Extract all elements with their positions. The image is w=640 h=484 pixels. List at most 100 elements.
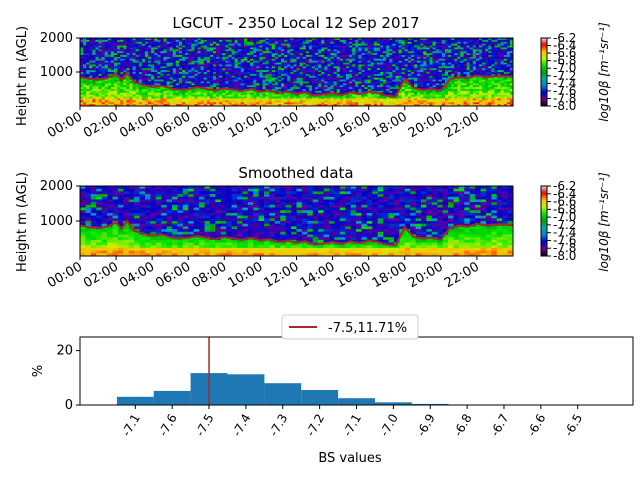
heatmap-cell [169, 77, 174, 80]
heatmap-cell [401, 45, 406, 48]
heatmap-cell [404, 83, 409, 86]
heatmap-cell [321, 81, 325, 84]
heatmap-cell [253, 66, 257, 69]
heatmap-cell [404, 66, 409, 69]
heatmap-cell [318, 72, 322, 75]
heatmap-cell [234, 85, 239, 88]
heatmap-cell [315, 100, 319, 103]
heatmap-cell [148, 39, 152, 43]
heatmap-cell [92, 64, 96, 67]
heatmap-cell [200, 53, 205, 56]
heatmap-cell [302, 70, 307, 73]
heatmap-cell [222, 45, 226, 48]
heatmap-cell [407, 38, 412, 41]
heatmap-cell [302, 55, 307, 58]
heatmap-cell [256, 102, 260, 105]
heatmap-cell [203, 79, 208, 82]
heatmap-cell [441, 98, 446, 101]
heatmap-cell [478, 58, 483, 62]
heatmap-cell [194, 58, 198, 62]
heatmap-cell [414, 49, 418, 52]
heatmap-cell [361, 89, 365, 92]
heatmap-cell [209, 47, 214, 50]
heatmap-cell [404, 73, 409, 77]
heatmap-cell [228, 79, 232, 82]
heatmap-cell [141, 92, 146, 96]
heatmap-cell [222, 68, 226, 71]
heatmap-cell [219, 83, 223, 86]
heatmap-cell [169, 104, 174, 107]
heatmap-cell [163, 73, 167, 77]
heatmap-cell [243, 83, 248, 86]
heatmap-cell [454, 79, 458, 82]
heatmap-cell [389, 72, 393, 75]
heatmap-cell [120, 47, 124, 50]
heatmap-cell [438, 77, 443, 80]
heatmap-cell [144, 60, 149, 63]
heatmap-cell [148, 51, 152, 54]
heatmap-cell [407, 55, 412, 58]
heatmap-cell [302, 64, 307, 67]
heatmap-cell [321, 49, 325, 52]
heatmap-cell [216, 45, 220, 48]
heatmap-cell [237, 58, 242, 62]
heatmap-cell [123, 81, 127, 84]
heatmap-cell [290, 102, 294, 105]
heatmap-cell [114, 66, 118, 69]
heatmap-cell [104, 55, 109, 58]
heatmap-cell [110, 77, 115, 80]
heatmap-cell [240, 92, 245, 96]
heatmap-cell [441, 72, 446, 75]
heatmap-cell [482, 98, 486, 101]
heatmap-cell [466, 51, 471, 54]
heatmap-cell [457, 94, 461, 97]
heatmap-cell [157, 77, 161, 80]
heatmap-cell [342, 89, 347, 92]
heatmap-cell [160, 75, 164, 79]
heatmap-cell [253, 53, 257, 56]
heatmap-cell [398, 73, 403, 77]
heatmap-cell [129, 94, 133, 97]
heatmap-cell [432, 56, 437, 60]
heatmap-cell [358, 51, 362, 54]
heatmap-cell [293, 90, 297, 94]
heatmap-cell [123, 53, 127, 56]
heatmap-cell [503, 68, 508, 71]
heatmap-cell [333, 47, 338, 50]
heatmap-cell [89, 85, 93, 88]
heatmap-cell [324, 38, 328, 41]
heatmap-cell [256, 66, 260, 69]
heatmap-cell [475, 53, 480, 56]
heatmap-cell [123, 85, 127, 88]
heatmap-cell [407, 75, 412, 79]
heatmap-cell [355, 47, 359, 50]
heatmap-cell [485, 98, 489, 101]
heatmap-cell [305, 75, 310, 79]
heatmap-cell [469, 85, 474, 88]
heatmap-cell [262, 38, 266, 41]
heatmap-cell [463, 49, 467, 52]
heatmap-cell [401, 100, 406, 103]
heatmap-cell [178, 79, 183, 82]
heatmap-cell [463, 100, 467, 103]
heatmap-cell [265, 47, 270, 50]
heatmap-cell [86, 72, 90, 75]
heatmap-cell [151, 72, 155, 75]
heatmap-cell [92, 90, 96, 94]
heatmap-cell [345, 64, 350, 67]
heatmap-cell [410, 90, 415, 94]
heatmap-cell [324, 60, 328, 63]
heatmap-cell [243, 70, 248, 73]
heatmap-cell [311, 100, 316, 103]
heatmap-cell [129, 79, 133, 82]
heatmap-cell [494, 102, 498, 105]
heatmap-cell [188, 45, 192, 48]
heatmap-cell [472, 64, 477, 67]
heatmap-cell [197, 43, 202, 46]
heatmap-cell [151, 98, 155, 101]
heatmap-cell [342, 49, 347, 52]
heatmap-cell [420, 41, 424, 45]
heatmap-cell [234, 58, 239, 62]
heatmap-cell [380, 104, 384, 107]
heatmap-cell [191, 45, 195, 48]
